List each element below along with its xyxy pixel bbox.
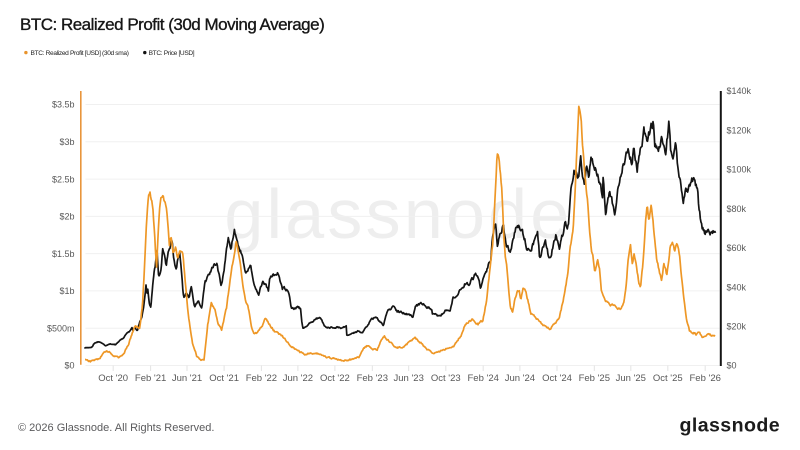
svg-text:Jun '23: Jun '23	[394, 373, 424, 384]
svg-text:Oct '24: Oct '24	[542, 373, 572, 384]
svg-text:Feb '22: Feb '22	[246, 373, 277, 384]
svg-text:$500m: $500m	[47, 323, 75, 333]
svg-text:$3.5b: $3.5b	[52, 100, 75, 110]
svg-text:$60k: $60k	[727, 243, 747, 253]
svg-text:Oct '23: Oct '23	[431, 373, 461, 384]
svg-text:BTC: Realized Profit [USD] (30: BTC: Realized Profit [USD] (30d sma)	[31, 50, 129, 57]
svg-text:$2.5b: $2.5b	[52, 174, 75, 184]
svg-text:$100k: $100k	[727, 165, 752, 175]
svg-text:$1b: $1b	[59, 286, 74, 296]
svg-text:Oct '20: Oct '20	[98, 373, 128, 384]
svg-text:© 2026 Glassnode. All Rights R: © 2026 Glassnode. All Rights Reserved.	[18, 422, 214, 434]
svg-text:Feb '24: Feb '24	[468, 373, 499, 384]
svg-text:Oct '21: Oct '21	[209, 373, 239, 384]
svg-text:Oct '22: Oct '22	[320, 373, 350, 384]
svg-text:$80k: $80k	[727, 204, 747, 214]
svg-text:glassnode: glassnode	[224, 175, 572, 253]
svg-text:$0: $0	[64, 361, 74, 371]
svg-text:BTC: Price [USD]: BTC: Price [USD]	[149, 50, 195, 57]
svg-text:glassnode: glassnode	[679, 415, 780, 437]
svg-text:BTC: Realized Profit (30d Movi: BTC: Realized Profit (30d Moving Average…	[20, 15, 324, 34]
svg-text:Feb '21: Feb '21	[135, 373, 166, 384]
svg-text:Feb '25: Feb '25	[579, 373, 610, 384]
svg-text:$20k: $20k	[727, 322, 747, 332]
svg-text:Feb '26: Feb '26	[690, 373, 721, 384]
svg-text:Jun '22: Jun '22	[283, 373, 313, 384]
svg-text:Jun '21: Jun '21	[172, 373, 202, 384]
svg-text:$1.5b: $1.5b	[52, 249, 75, 259]
svg-text:$0: $0	[727, 361, 737, 371]
svg-text:Oct '25: Oct '25	[653, 373, 683, 384]
svg-text:$140k: $140k	[727, 86, 752, 96]
svg-text:Feb '23: Feb '23	[357, 373, 388, 384]
svg-text:Jun '24: Jun '24	[505, 373, 535, 384]
svg-text:Jun '25: Jun '25	[616, 373, 646, 384]
svg-text:$3b: $3b	[59, 137, 74, 147]
svg-text:$2b: $2b	[59, 212, 74, 222]
svg-text:$40k: $40k	[727, 282, 747, 292]
svg-text:$120k: $120k	[727, 125, 752, 135]
